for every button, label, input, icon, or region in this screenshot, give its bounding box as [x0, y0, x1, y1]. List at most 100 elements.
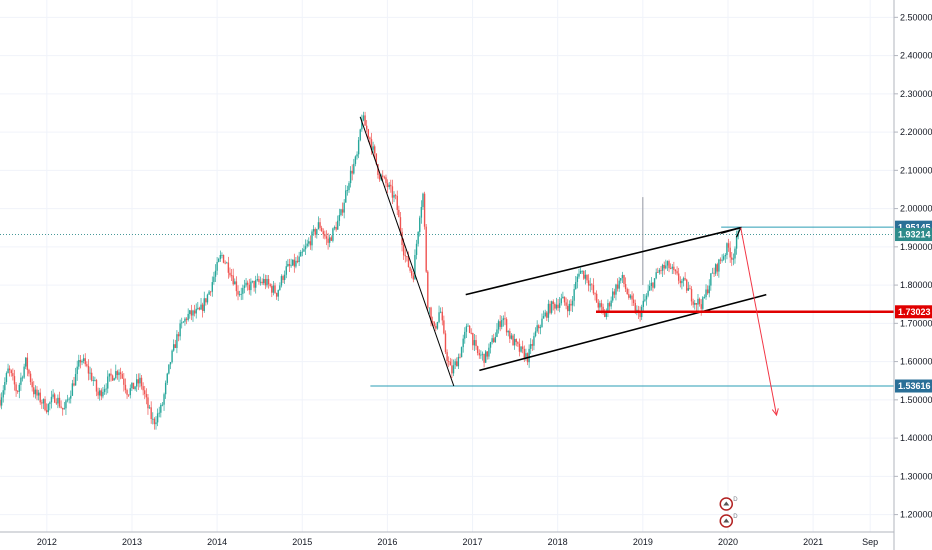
candle-body: [452, 365, 455, 374]
candle-body: [15, 384, 17, 392]
candle-body: [552, 301, 554, 304]
candle-body: [419, 217, 421, 232]
candle-body: [65, 400, 67, 409]
candle-body: [322, 231, 324, 235]
candle-body: [674, 270, 677, 272]
candle-body: [665, 265, 667, 269]
candle-body: [423, 193, 426, 227]
event-markers[interactable]: DD: [719, 497, 738, 528]
candle-body: [562, 296, 564, 299]
candle-body: [169, 362, 172, 365]
candle-body: [369, 137, 371, 140]
dividend-icon-glyph: [723, 518, 730, 523]
candle-body: [20, 377, 22, 385]
candle-body: [74, 374, 77, 386]
candle-body: [139, 377, 141, 384]
candle-body: [95, 380, 98, 392]
candle-body: [557, 304, 559, 308]
candle-body: [330, 237, 333, 241]
price-tag-label: 1.95145: [898, 222, 931, 232]
dividend-icon[interactable]: D: [719, 497, 738, 511]
candle-body: [192, 310, 194, 316]
candle-body: [195, 308, 197, 314]
candle-body: [97, 391, 99, 396]
candle-body: [732, 258, 735, 260]
candle-body: [0, 399, 1, 406]
candle-body: [132, 382, 135, 390]
candle-body: [123, 378, 125, 385]
candle-body: [82, 358, 85, 361]
candle-body: [308, 241, 310, 244]
candle-body: [727, 243, 730, 248]
candle-body: [203, 298, 205, 311]
time-axis[interactable]: 2012 2013 2014 2015 2016 2017 2018 2019 2020 2021…: [37, 537, 878, 547]
candle-body: [41, 402, 43, 404]
candle-body: [155, 422, 157, 425]
candle-body: [523, 348, 525, 359]
candle-body: [364, 115, 366, 126]
candle-body: [607, 303, 609, 311]
candle-body: [449, 361, 452, 366]
candle-body: [734, 248, 736, 259]
candle-body: [655, 272, 657, 279]
candle-body: [694, 303, 696, 305]
candle-body: [504, 318, 506, 320]
candle-body: [690, 289, 693, 302]
candle-body: [467, 325, 469, 327]
candle-body: [719, 259, 722, 261]
candle-body: [99, 390, 101, 396]
candle-body: [52, 394, 54, 397]
candle-body: [47, 404, 49, 413]
candle-body: [567, 305, 569, 312]
candle-body: [393, 195, 395, 198]
candle-body: [277, 290, 279, 297]
candle-body: [127, 394, 130, 396]
candle-body: [274, 285, 276, 293]
candle-body: [55, 402, 57, 404]
candle-body: [644, 299, 646, 301]
candle-body: [73, 383, 75, 386]
price-tag-label: 1.93214: [898, 230, 931, 240]
candle-body: [198, 307, 201, 310]
time-tick-label: 2021: [803, 537, 823, 547]
candle-body: [444, 333, 447, 353]
candle-body: [623, 275, 625, 285]
candle-body: [243, 285, 246, 289]
candle-body: [327, 238, 329, 243]
candle-body: [468, 325, 471, 333]
candle-body: [386, 183, 389, 188]
candle-body: [224, 262, 226, 264]
horizontal-levels: [0, 226, 894, 387]
channel-lower-line: [479, 293, 767, 372]
candle-body: [446, 352, 448, 362]
candle-body: [615, 284, 617, 295]
candle-body: [332, 228, 334, 241]
candle-body: [124, 384, 127, 391]
candle-body: [282, 276, 284, 280]
candle-body: [290, 265, 292, 267]
candle-body: [92, 380, 94, 381]
time-tick-label: 2012: [37, 537, 57, 547]
candle-body: [575, 281, 577, 290]
price-tick-label: 2.00000: [900, 204, 932, 214]
price-tick-label: 1.90000: [900, 242, 932, 252]
candle-body: [23, 366, 25, 378]
price-axis[interactable]: 2.50000 2.40000 2.30000 2.20000 2.10000 2.000…: [894, 12, 932, 520]
candle-body: [509, 331, 511, 339]
candle-body: [356, 154, 358, 157]
candle-body: [716, 264, 718, 272]
candle-body: [702, 297, 704, 309]
dividend-icon[interactable]: D: [719, 514, 738, 528]
candle-body: [723, 256, 725, 260]
candle-body: [481, 353, 484, 355]
candle-body: [4, 382, 6, 391]
candle-body: [214, 270, 217, 277]
candle-body: [451, 365, 453, 374]
candle-body: [579, 270, 582, 274]
candle-body: [673, 266, 675, 271]
candle-body: [272, 285, 275, 293]
candle-body: [700, 304, 702, 309]
chart-grid: [0, 0, 894, 532]
